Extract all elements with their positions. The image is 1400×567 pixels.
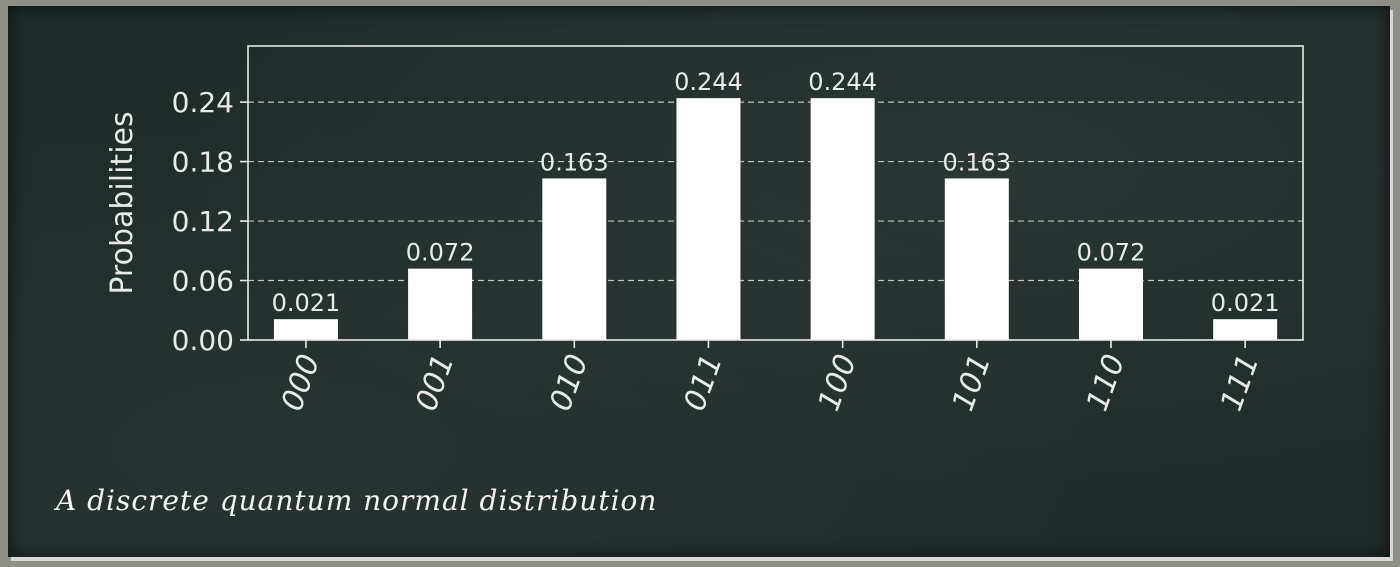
x-tick-label-001: 001 <box>409 350 461 416</box>
y-tick-label: 0.00 <box>172 324 234 357</box>
data-label-010: 0.163 <box>540 148 609 176</box>
data-label-001: 0.072 <box>406 239 475 267</box>
data-label-101: 0.163 <box>942 148 1011 176</box>
y-tick-label: 0.18 <box>172 146 234 179</box>
bar-001 <box>408 268 473 340</box>
x-tick-label-110: 110 <box>1080 350 1132 416</box>
y-tick-label: 0.12 <box>172 205 234 238</box>
bar-100 <box>810 98 875 340</box>
bar-110 <box>1078 268 1143 340</box>
x-tick-label-000: 000 <box>275 350 327 416</box>
bar-101 <box>944 178 1009 340</box>
y-tick-label: 0.24 <box>172 86 234 119</box>
x-tick-label-101: 101 <box>946 350 998 416</box>
data-label-110: 0.072 <box>1077 239 1146 267</box>
data-label-000: 0.021 <box>272 289 341 317</box>
bar-000 <box>273 319 338 340</box>
chart-caption: A discrete quantum normal distribution <box>56 484 658 517</box>
y-tick-label: 0.06 <box>172 265 234 298</box>
x-tick-label-100: 100 <box>811 350 863 416</box>
chalkboard: 0.021 0.072 0.163 0.244 0.244 0.163 0.072 0.021… <box>8 6 1390 557</box>
bar-111 <box>1213 319 1278 340</box>
data-label-111: 0.021 <box>1211 289 1280 317</box>
x-tick-label-111: 111 <box>1214 350 1266 416</box>
bar-010 <box>542 178 607 340</box>
data-label-100: 0.244 <box>808 68 877 96</box>
x-tick-label-010: 010 <box>543 350 595 416</box>
x-tick-label-011: 011 <box>677 350 729 416</box>
y-axis-label: Probabilities <box>105 111 140 294</box>
plot-frame <box>247 45 1304 341</box>
bar-chart: 0.021 0.072 0.163 0.244 0.244 0.163 0.072 0.021… <box>105 45 1304 416</box>
bar-011 <box>676 98 741 340</box>
data-label-011: 0.244 <box>674 68 743 96</box>
